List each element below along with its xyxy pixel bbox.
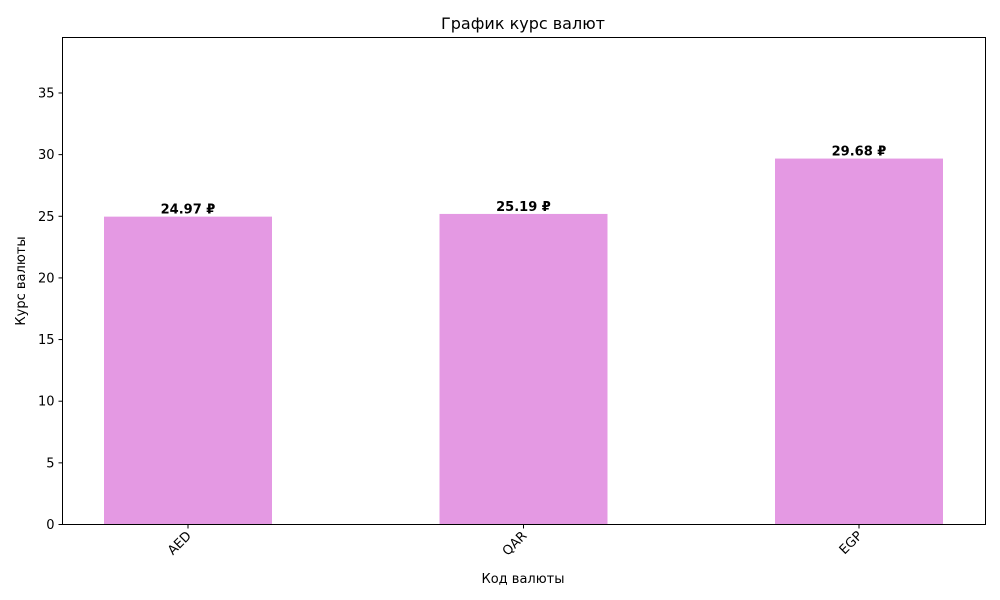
y-tick-label-15: 15 (38, 333, 55, 348)
y-tick-label-10: 10 (38, 395, 55, 410)
y-axis: 0 5 10 15 20 25 30 35 (38, 86, 63, 533)
bars-group (104, 158, 943, 525)
y-tick-label-35: 35 (38, 86, 55, 101)
value-label-aed: 24.97 ₽ (161, 203, 216, 218)
y-tick-label-30: 30 (38, 148, 55, 163)
value-label-egp: 29.68 ₽ (832, 145, 887, 160)
y-tick-label-0: 0 (46, 518, 54, 533)
value-labels-group: 24.97 ₽ 25.19 ₽ 29.68 ₽ (161, 145, 887, 218)
y-tick-label-5: 5 (46, 456, 54, 471)
x-axis-label: Код валюты (481, 572, 564, 587)
x-tick-label-aed: AED (165, 529, 195, 559)
x-axis: AED QAR EGP (165, 524, 866, 560)
value-label-qar: 25.19 ₽ (496, 200, 551, 215)
x-tick-label-egp: EGP (837, 529, 866, 558)
plot-frame (62, 37, 986, 525)
y-tick-label-20: 20 (38, 271, 55, 286)
chart-title: График курс валют (441, 14, 605, 33)
bar-egp (775, 158, 943, 525)
x-tick-label-qar: QAR (500, 529, 531, 560)
bar-aed (104, 216, 272, 525)
y-tick-label-25: 25 (38, 210, 55, 225)
y-axis-label: Курс валюты (14, 236, 29, 325)
bar-qar (439, 213, 608, 525)
